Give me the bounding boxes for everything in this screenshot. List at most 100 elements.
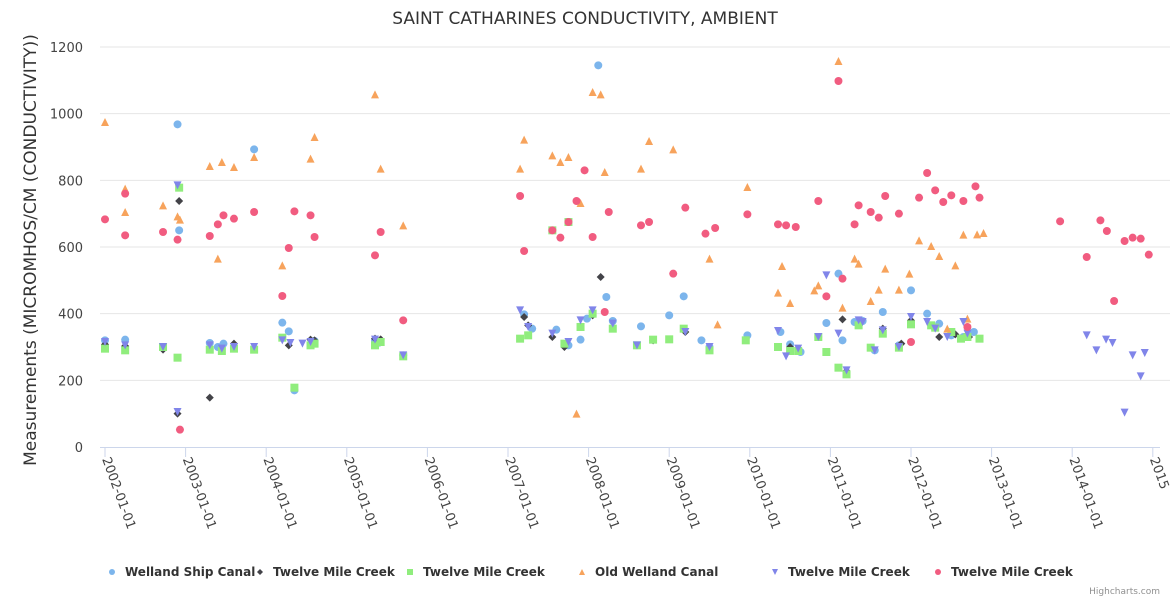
- data-point[interactable]: [850, 220, 859, 229]
- data-point[interactable]: [596, 273, 605, 281]
- data-point[interactable]: [1140, 349, 1149, 357]
- data-point[interactable]: [939, 198, 948, 206]
- data-point[interactable]: [516, 164, 525, 173]
- data-point[interactable]: [927, 242, 936, 250]
- data-point[interactable]: [834, 57, 843, 65]
- data-point[interactable]: [1120, 237, 1129, 245]
- data-point[interactable]: [935, 333, 944, 341]
- data-point[interactable]: [1144, 250, 1153, 259]
- data-point[interactable]: [874, 213, 883, 222]
- data-point[interactable]: [741, 336, 750, 345]
- data-point[interactable]: [881, 192, 890, 200]
- data-point[interactable]: [636, 221, 645, 230]
- data-point[interactable]: [376, 164, 385, 173]
- data-point[interactable]: [298, 339, 307, 348]
- data-point[interactable]: [713, 320, 722, 329]
- data-point[interactable]: [278, 318, 287, 327]
- data-point[interactable]: [520, 313, 529, 321]
- data-point[interactable]: [943, 324, 952, 333]
- data-point[interactable]: [1102, 227, 1111, 235]
- data-point[interactable]: [822, 319, 831, 327]
- data-point[interactable]: [576, 316, 585, 325]
- data-point[interactable]: [1056, 217, 1065, 226]
- data-point[interactable]: [250, 343, 259, 351]
- data-point[interactable]: [516, 334, 525, 343]
- data-point[interactable]: [870, 346, 879, 355]
- data-point[interactable]: [681, 203, 690, 212]
- data-point[interactable]: [576, 335, 585, 344]
- data-point[interactable]: [219, 211, 228, 220]
- data-point[interactable]: [778, 262, 787, 270]
- data-point[interactable]: [1096, 216, 1105, 225]
- data-point[interactable]: [213, 220, 222, 229]
- data-point[interactable]: [205, 393, 214, 402]
- data-point[interactable]: [834, 363, 843, 372]
- data-point[interactable]: [524, 323, 533, 331]
- data-point[interactable]: [814, 197, 823, 205]
- data-point[interactable]: [711, 224, 720, 232]
- data-point[interactable]: [306, 211, 315, 220]
- data-point[interactable]: [834, 329, 843, 338]
- data-point[interactable]: [834, 77, 843, 85]
- data-point[interactable]: [923, 169, 932, 177]
- data-point[interactable]: [947, 328, 956, 336]
- legend-item[interactable]: Old Welland Canal: [579, 565, 718, 579]
- data-point[interactable]: [963, 323, 972, 331]
- data-point[interactable]: [927, 321, 936, 330]
- data-point[interactable]: [173, 235, 182, 244]
- data-point[interactable]: [608, 319, 617, 328]
- data-point[interactable]: [931, 324, 940, 333]
- data-point[interactable]: [854, 201, 863, 210]
- data-point[interactable]: [205, 341, 214, 350]
- data-point[interactable]: [159, 201, 168, 210]
- data-point[interactable]: [205, 345, 214, 354]
- data-point[interactable]: [791, 223, 800, 231]
- data-point[interactable]: [560, 339, 569, 348]
- data-point[interactable]: [963, 329, 972, 338]
- data-point[interactable]: [173, 353, 182, 362]
- data-point[interactable]: [838, 303, 847, 312]
- data-point[interactable]: [588, 306, 597, 315]
- data-point[interactable]: [520, 135, 529, 144]
- data-point[interactable]: [399, 316, 408, 325]
- data-point[interactable]: [894, 343, 903, 351]
- data-point[interactable]: [907, 313, 915, 321]
- data-point[interactable]: [838, 336, 847, 345]
- data-point[interactable]: [175, 215, 184, 224]
- data-point[interactable]: [814, 333, 823, 341]
- data-point[interactable]: [205, 162, 214, 170]
- data-point[interactable]: [173, 120, 182, 129]
- data-point[interactable]: [838, 274, 847, 283]
- data-point[interactable]: [850, 254, 859, 263]
- data-point[interactable]: [1120, 408, 1129, 417]
- data-point[interactable]: [701, 229, 710, 238]
- legend-marker-icon[interactable]: [772, 569, 778, 575]
- data-point[interactable]: [794, 344, 803, 353]
- data-point[interactable]: [548, 226, 557, 235]
- data-point[interactable]: [548, 329, 557, 338]
- data-point[interactable]: [905, 269, 914, 278]
- data-point[interactable]: [588, 88, 597, 96]
- data-point[interactable]: [774, 327, 783, 335]
- data-point[interactable]: [121, 208, 130, 216]
- data-point[interactable]: [516, 306, 525, 315]
- data-point[interactable]: [971, 182, 980, 191]
- legend-item[interactable]: Twelve Mile Creek: [407, 565, 546, 579]
- data-point[interactable]: [665, 335, 674, 344]
- data-point[interactable]: [838, 315, 847, 324]
- data-point[interactable]: [774, 220, 783, 229]
- data-point[interactable]: [175, 197, 184, 205]
- credits-link[interactable]: Highcharts.com: [1089, 587, 1160, 597]
- data-point[interactable]: [866, 297, 875, 305]
- data-point[interactable]: [278, 292, 287, 300]
- data-point[interactable]: [907, 338, 915, 346]
- data-point[interactable]: [822, 271, 831, 280]
- data-point[interactable]: [229, 163, 238, 171]
- data-point[interactable]: [915, 236, 924, 245]
- data-point[interactable]: [290, 383, 299, 392]
- data-point[interactable]: [975, 334, 984, 343]
- data-point[interactable]: [576, 323, 585, 331]
- data-point[interactable]: [548, 151, 557, 160]
- data-point[interactable]: [580, 166, 589, 175]
- data-point[interactable]: [217, 344, 226, 353]
